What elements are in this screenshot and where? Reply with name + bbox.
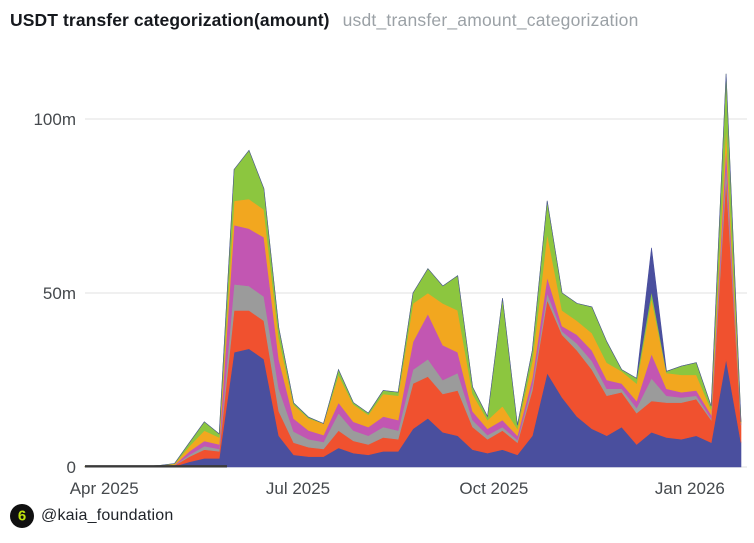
kaia-logo-glyph: 6	[17, 507, 27, 524]
x-tick-label-Jan-2026: Jan 2026	[655, 479, 725, 498]
x-tick-label-Oct-2025: Oct 2025	[459, 479, 528, 498]
y-tick-label-0: 0	[67, 458, 76, 477]
area-series-navy-2[interactable]	[85, 73, 742, 467]
chart-subtitle: usdt_transfer_amount_categorization	[342, 10, 639, 30]
chart-footer: 6 @kaia_foundation	[10, 504, 173, 528]
x-tick-label-Apr-2025: Apr 2025	[70, 479, 139, 498]
kaia-handle-label: @kaia_foundation	[41, 507, 174, 524]
kaia-logo-icon: 6	[10, 504, 34, 528]
chart-header: USDT transfer categorization(amount) usd…	[10, 10, 748, 31]
chart-title: USDT transfer categorization(amount)	[10, 10, 330, 30]
y-tick-label-100m: 100m	[33, 110, 76, 129]
y-tick-label-50m: 50m	[43, 284, 76, 303]
x-tick-label-Jul-2025: Jul 2025	[266, 479, 330, 498]
